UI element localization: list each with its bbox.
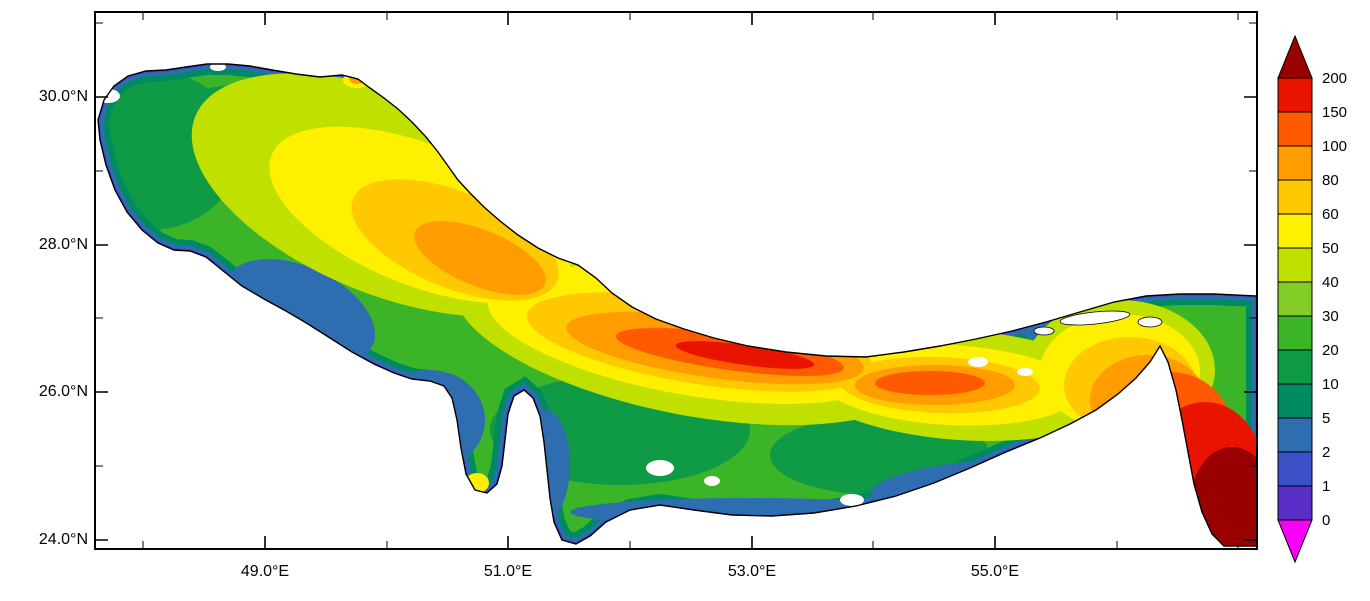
colorbar-under-arrow (1277, 519, 1313, 564)
colorbar-label: 40 (1322, 274, 1339, 291)
colorbar-segment (1277, 111, 1313, 147)
colorbar-segment (1277, 417, 1313, 453)
x-tick-label: 49.0°E (240, 563, 290, 580)
colorbar-label: 80 (1322, 172, 1339, 189)
colorbar-over-arrow (1277, 34, 1313, 79)
colorbar-label: 20 (1322, 342, 1339, 359)
colorbar-label: 5 (1322, 410, 1331, 427)
colorbar-label: 30 (1322, 308, 1339, 325)
colorbar-label: 1 (1322, 478, 1331, 495)
y-tick-label: 24.0°N (38, 531, 88, 548)
colorbar-segment (1277, 349, 1313, 385)
colorbar-label: 0 (1322, 512, 1331, 529)
colorbar-segment (1277, 247, 1313, 283)
colorbar-segment (1277, 383, 1313, 419)
colorbar-segment (1277, 213, 1313, 249)
x-tick-label: 53.0°E (727, 563, 777, 580)
colorbar-label: 10 (1322, 376, 1339, 393)
plot-frame (94, 11, 1258, 550)
colorbar-segment (1277, 77, 1313, 113)
colorbar-label: 60 (1322, 206, 1339, 223)
x-tick-label: 51.0°E (483, 563, 533, 580)
islands (1033, 310, 1163, 336)
y-tick-label: 26.0°N (38, 383, 88, 400)
colorbar (1277, 34, 1313, 564)
x-tick-label: 55.0°E (970, 563, 1020, 580)
colorbar-segment (1277, 145, 1313, 181)
colorbar-segment (1277, 179, 1313, 215)
colorbar-label: 2 (1322, 444, 1331, 461)
y-tick-label: 28.0°N (38, 236, 88, 253)
y-tick-label: 30.0°N (38, 88, 88, 105)
colorbar-label: 100 (1322, 138, 1348, 155)
colorbar-segment (1277, 281, 1313, 317)
colorbar-label: 150 (1322, 104, 1348, 121)
colorbar-segment (1277, 315, 1313, 351)
axis-ticks (96, 13, 1256, 548)
colorbar-label: 50 (1322, 240, 1339, 257)
colorbar-label: 200 (1322, 70, 1348, 87)
gulf-water-field (98, 64, 1257, 546)
colorbar-segment (1277, 451, 1313, 487)
colorbar-segment (1277, 485, 1313, 521)
